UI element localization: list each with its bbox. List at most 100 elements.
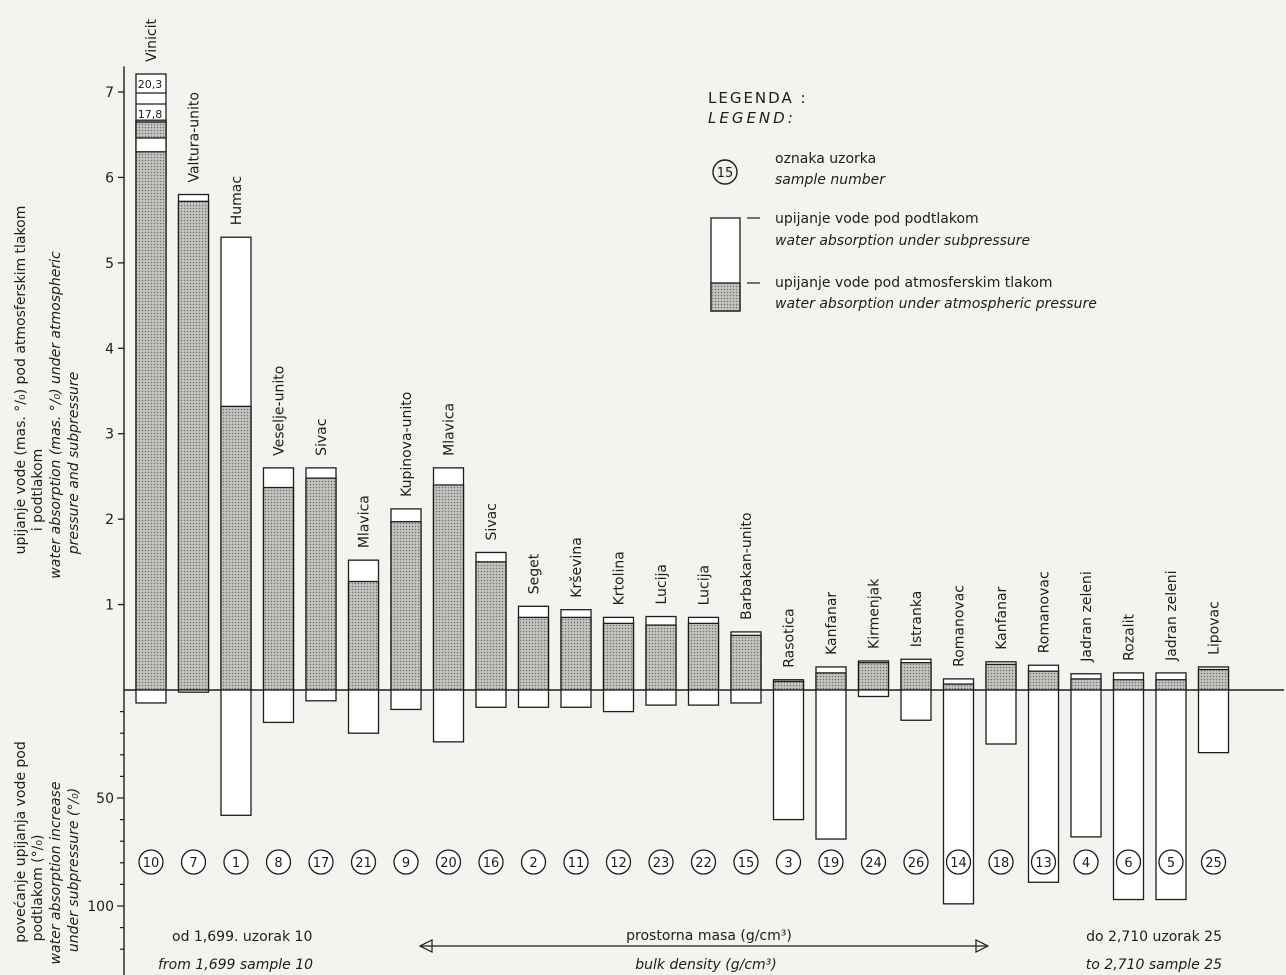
legend-subpressure-label: upijanje vode pod podtlakom (775, 211, 979, 227)
vinicit-upper-value: 20,3 (138, 78, 163, 91)
lower-tick-label: 100 (87, 899, 114, 915)
atmospheric-bar (432, 484, 465, 691)
sample-number-label: 26 (908, 856, 925, 871)
sample-number-circle (563, 849, 589, 875)
sample-name-label: Rozalit (1122, 614, 1138, 661)
atmospheric-bar (687, 622, 720, 691)
atmospheric-bar (985, 663, 1017, 691)
legend-sample-label-en: sample number (775, 172, 886, 188)
atmospheric-bar (900, 662, 932, 691)
sample-number-circle (223, 849, 249, 875)
sample-bar-group (135, 121, 167, 704)
atmospheric-bar (135, 151, 167, 691)
increase-bar (135, 689, 167, 704)
sample-number-label: 21 (355, 856, 372, 871)
atmospheric-bar (1027, 670, 1060, 691)
upper-tick-label: 7 (105, 85, 114, 101)
upper-y-axis-title: upijanje vode (mas. °/₀) pod atmosferski… (13, 206, 82, 579)
sample-number-label: 24 (865, 856, 882, 871)
increase-bar (1070, 689, 1102, 838)
vinicit-lower-value: 17,8 (138, 108, 163, 121)
increase-bar (432, 689, 465, 743)
atmospheric-bar (730, 634, 762, 691)
sample-number-circle (265, 849, 292, 875)
sample-bar-group (262, 467, 295, 724)
sample-number-label: 15 (738, 856, 755, 871)
atmospheric-bar (475, 561, 507, 691)
increase-bar (772, 689, 805, 821)
sample-number-circle (435, 849, 462, 875)
atmospheric-bar (1070, 678, 1102, 691)
atmospheric-bar (517, 616, 550, 691)
sample-bar-group (1027, 664, 1060, 883)
footer-to-label-en: to 2,710 sample 25 (1086, 957, 1222, 973)
increase-bar (687, 689, 720, 706)
sample-name-label: Kanfanar (994, 586, 1010, 649)
legend-sample-circle (712, 159, 738, 185)
sample-bar-group (687, 616, 720, 706)
legend-subpressure-label-en: water absorption under subpressure (775, 233, 1030, 249)
legend-title: LEGENDA : (708, 89, 808, 107)
sample-name-label: Kanfanar (824, 592, 840, 655)
sample-name-label: Vinicit (144, 18, 160, 62)
sample-bar-group (305, 467, 337, 702)
upper-y-label-line-2: i podtlakom (30, 449, 46, 531)
footer: od 1,699. uzorak 10 from 1,699 sample 10… (158, 928, 1222, 973)
upper-y-label-line-1: upijanje vode (mas. °/₀) pod atmosferski… (13, 206, 29, 555)
lower-y-label-en-line-1: water absorption increase (48, 782, 64, 965)
increase-bar (390, 689, 422, 711)
sample-bar-group (772, 679, 805, 821)
sample-number-circle (775, 849, 802, 875)
sample-name-label: Lucija (654, 564, 670, 604)
sample-name-label: Romanovac (1037, 571, 1053, 653)
sample-name-label: Valtura-unito (187, 92, 203, 182)
sample-name-label: Veselje-unito (272, 366, 288, 456)
sample-number-circle (1158, 849, 1184, 875)
atmospheric-bar (815, 672, 847, 691)
sample-number-label: 10 (143, 856, 160, 871)
sample-number-circle (350, 849, 377, 875)
atmospheric-bar (177, 200, 210, 691)
sample-name-label: Sivac (314, 419, 330, 456)
sample-bar-group (177, 193, 210, 693)
increase-bar (730, 689, 762, 704)
sample-number-circle (903, 849, 929, 875)
atmospheric-bar (602, 622, 635, 691)
upper-y-label-en-line-1: water absorption (mas. °/₀) under atmosp… (48, 251, 64, 579)
sample-number-circle (648, 849, 674, 875)
sample-name-label: Sivac (484, 503, 500, 540)
sample-name-label: Krtolina (612, 551, 628, 605)
increase-bar (305, 689, 337, 702)
upper-tick-label: 6 (105, 170, 114, 186)
sample-bar-group (857, 660, 890, 698)
sample-bar-group (560, 609, 592, 708)
upper-tick-label: 1 (105, 598, 114, 614)
sample-number-label: 2 (529, 856, 537, 871)
sample-number-circle (818, 849, 844, 875)
atmospheric-bar (1112, 679, 1145, 691)
sample-name-label: Istranka (909, 591, 925, 648)
sample-number-label: 25 (1205, 856, 1222, 871)
lower-y-label-line-1: povećanje upijanja vode pod (13, 741, 29, 943)
sample-bar-group (815, 666, 847, 840)
sample-name-label: Lipovac (1207, 601, 1223, 655)
legend: LEGENDA : LEGEND: 15 oznaka uzorka sampl… (708, 89, 1097, 312)
sample-name-label: Mlavica (357, 495, 373, 548)
increase-bar (1197, 689, 1230, 754)
lower-y-label-line-2: podtlakom (°/₀) (30, 835, 46, 942)
increase-bar (602, 689, 635, 713)
upper-tick-label: 5 (105, 256, 114, 272)
sample-number-circle (860, 849, 887, 875)
sample-names: Vinicit Valtura-unito Humac Veselje-unito Si… (144, 18, 1223, 667)
sample-number-circle (1115, 849, 1142, 875)
atmospheric-bar (220, 405, 252, 691)
sample-number-label: 20 (440, 856, 457, 871)
density-arrow-left-head (418, 939, 433, 953)
footer-from-label-en: from 1,699 sample 10 (158, 957, 313, 973)
increase-bar (220, 689, 252, 816)
sample-name-label: Barbakan-unito (739, 512, 755, 619)
upper-y-label-en-line-2: pressure and subpressure (66, 372, 82, 555)
sample-number-label: 8 (274, 856, 282, 871)
footer-axis-label-en: bulk density (g/cm³) (635, 957, 776, 973)
